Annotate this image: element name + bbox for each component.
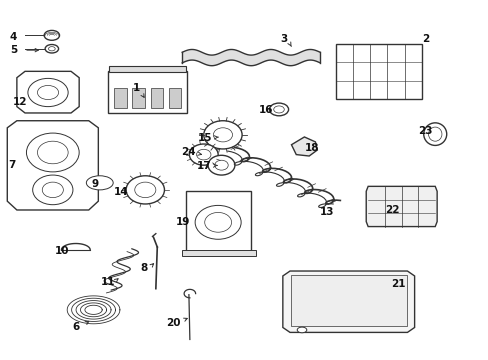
Polygon shape (7, 121, 98, 210)
Ellipse shape (297, 327, 306, 333)
Ellipse shape (45, 45, 59, 53)
Text: 6: 6 (72, 323, 79, 333)
Text: 1: 1 (133, 83, 140, 93)
Bar (291, 275, 407, 327)
Ellipse shape (195, 206, 241, 239)
Ellipse shape (44, 30, 60, 40)
Bar (185, 190, 250, 252)
Polygon shape (291, 137, 317, 156)
Text: 2: 2 (421, 34, 428, 44)
Text: 4: 4 (10, 32, 17, 42)
Polygon shape (17, 71, 79, 113)
Text: 5: 5 (10, 45, 17, 55)
Bar (109, 66, 185, 72)
Ellipse shape (38, 85, 59, 100)
Ellipse shape (38, 141, 68, 164)
Ellipse shape (26, 133, 79, 172)
Text: 12: 12 (13, 98, 27, 107)
Text: 16: 16 (258, 105, 273, 115)
Text: 22: 22 (384, 205, 399, 215)
Text: 19: 19 (176, 217, 190, 227)
Ellipse shape (33, 175, 73, 205)
Text: 20: 20 (166, 318, 181, 328)
Ellipse shape (423, 123, 446, 145)
Text: 24: 24 (180, 148, 195, 157)
Ellipse shape (204, 212, 231, 232)
Text: 21: 21 (391, 279, 405, 289)
Bar (150, 88, 163, 108)
Ellipse shape (135, 182, 156, 198)
Ellipse shape (273, 106, 284, 113)
Bar (182, 249, 256, 256)
Ellipse shape (203, 121, 242, 149)
Bar (335, 44, 421, 99)
Text: 14: 14 (113, 187, 128, 197)
Text: 8: 8 (140, 263, 147, 273)
Text: 13: 13 (319, 207, 333, 217)
Ellipse shape (86, 176, 113, 190)
Text: 7: 7 (8, 160, 16, 170)
Text: 3: 3 (280, 34, 287, 44)
Bar (132, 88, 144, 108)
Ellipse shape (269, 103, 288, 116)
Ellipse shape (213, 128, 232, 142)
Polygon shape (366, 186, 436, 226)
Ellipse shape (48, 47, 55, 51)
Text: 23: 23 (418, 126, 432, 136)
Text: 9: 9 (91, 179, 99, 189)
Text: 18: 18 (305, 143, 319, 153)
Text: 17: 17 (196, 161, 211, 171)
Bar (108, 71, 186, 113)
Bar (114, 88, 126, 108)
Ellipse shape (126, 176, 164, 204)
Ellipse shape (196, 149, 210, 160)
Text: 15: 15 (198, 133, 212, 143)
Text: 11: 11 (101, 277, 115, 287)
Ellipse shape (208, 155, 234, 175)
Polygon shape (282, 271, 414, 332)
Bar (168, 88, 181, 108)
Ellipse shape (42, 182, 63, 198)
Ellipse shape (214, 160, 228, 170)
Text: 10: 10 (55, 246, 69, 256)
Ellipse shape (189, 144, 218, 165)
Ellipse shape (427, 127, 441, 141)
Ellipse shape (28, 78, 68, 107)
